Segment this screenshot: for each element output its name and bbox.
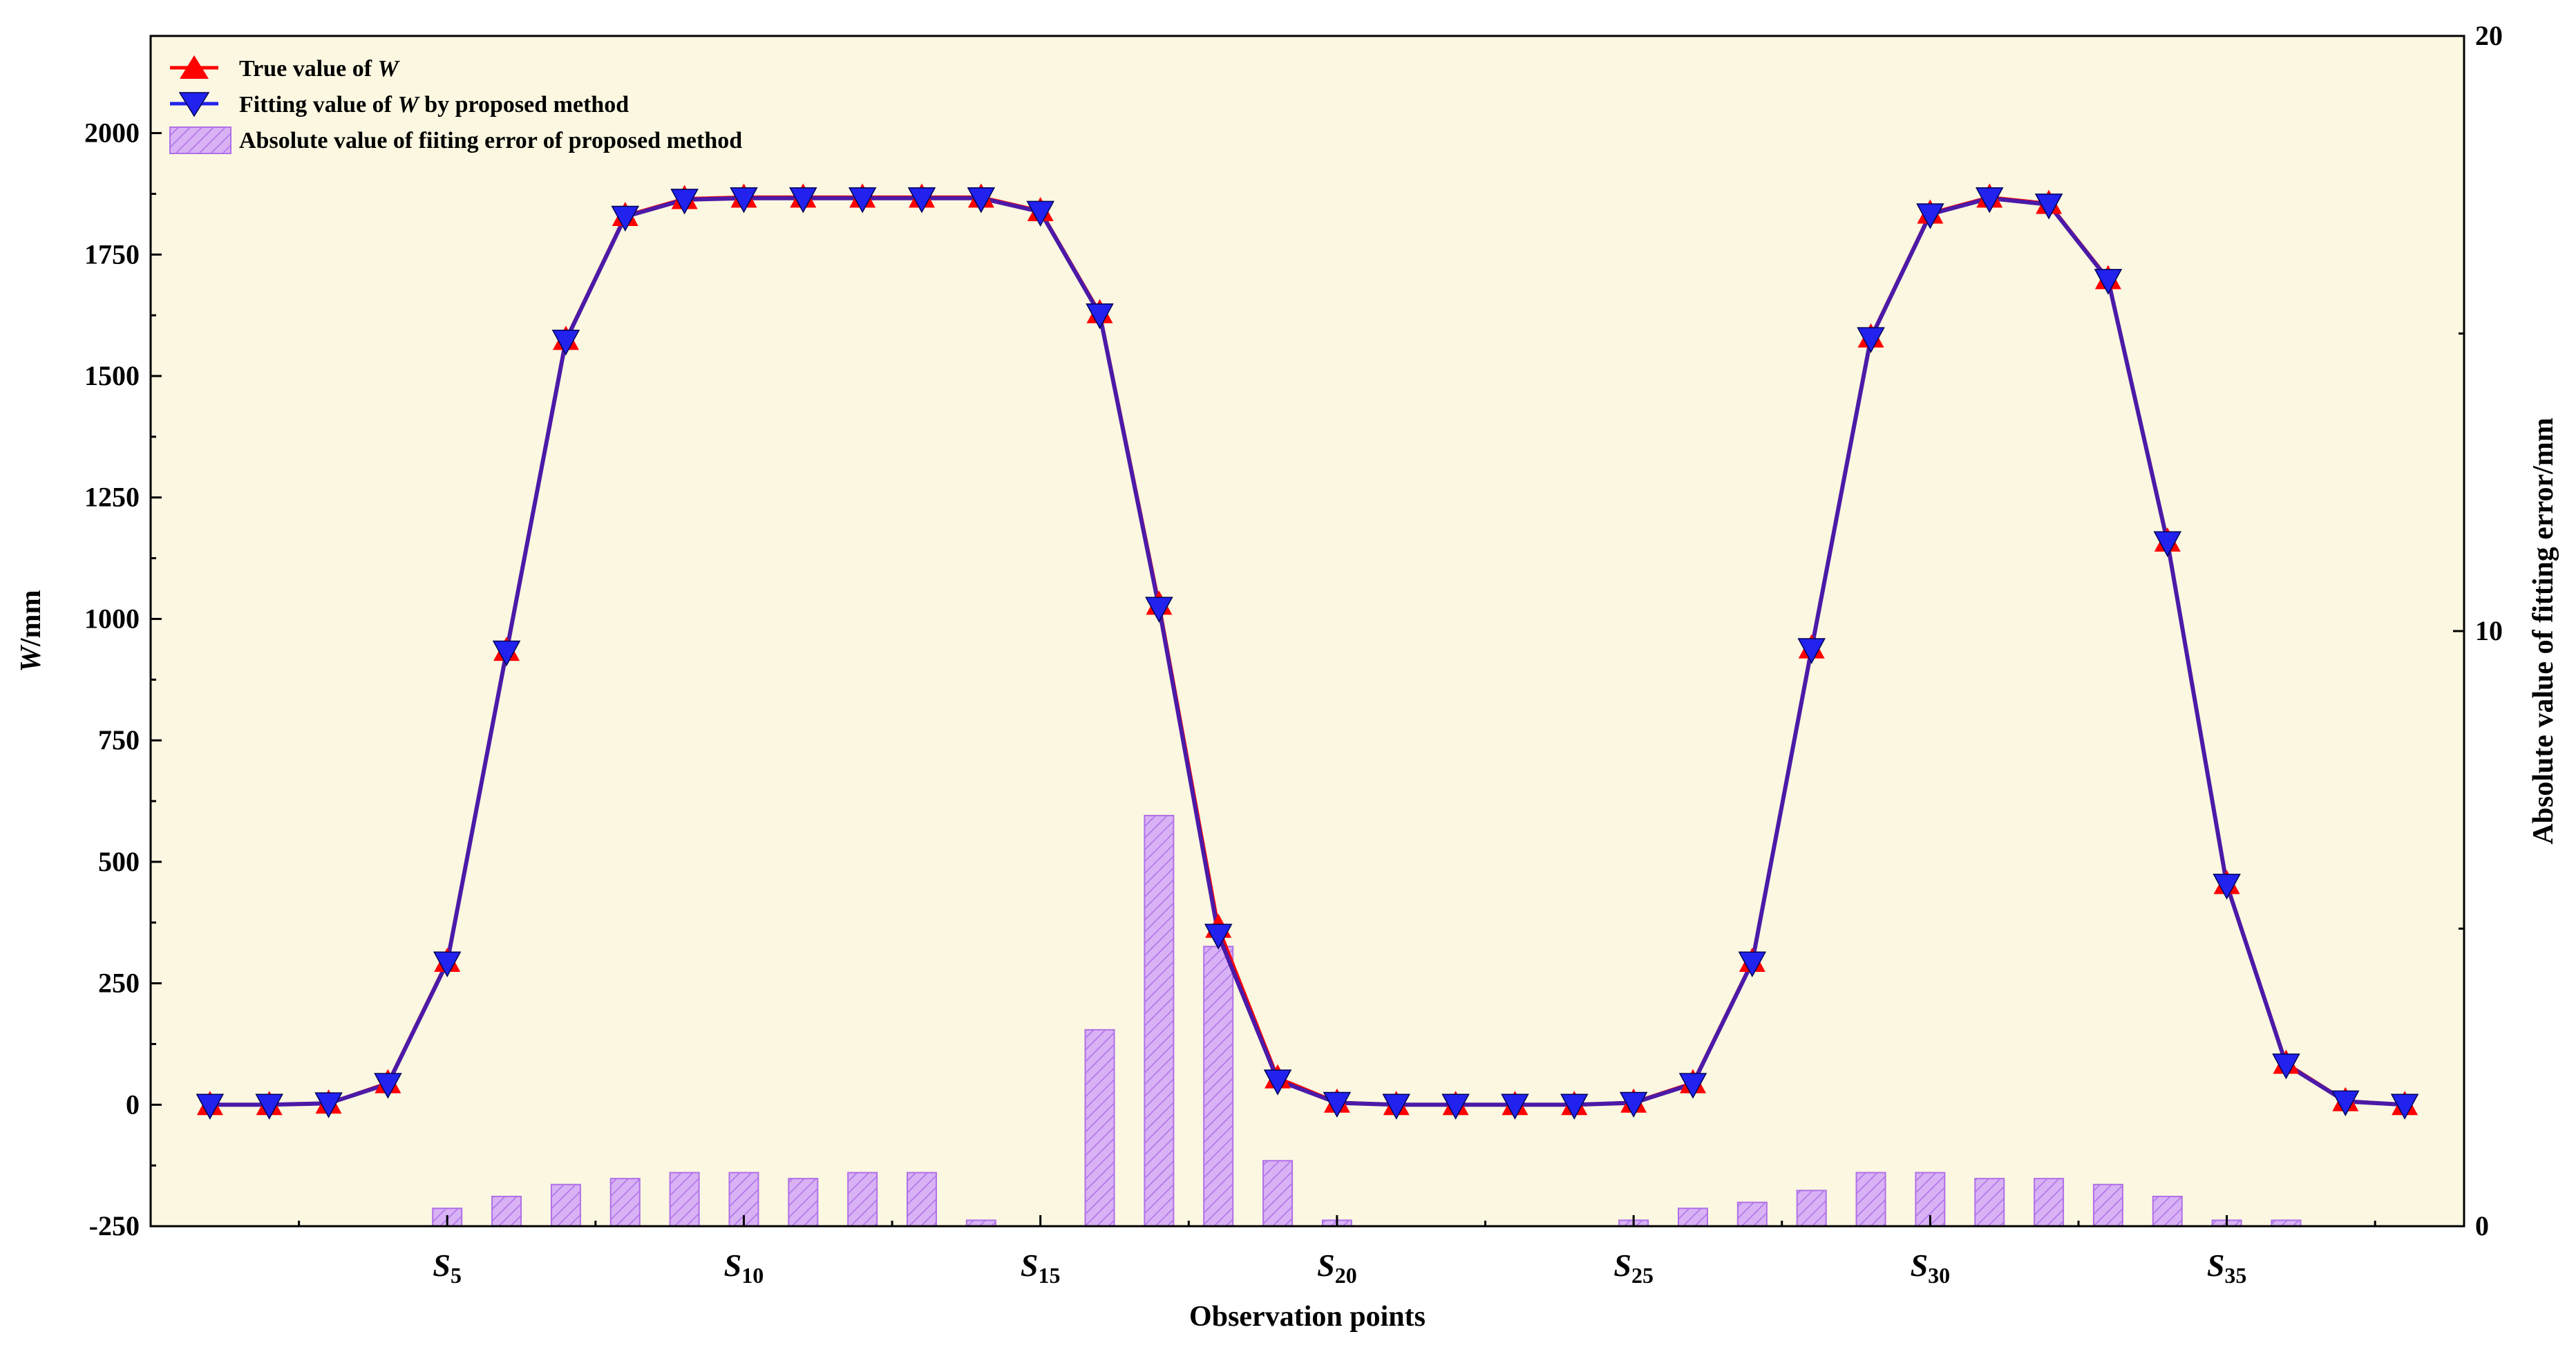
error-bar: [1974, 1178, 2005, 1227]
error-bar: [1084, 1029, 1115, 1227]
y-tick-label: 1750: [84, 238, 140, 270]
y2-tick-label: 10: [2475, 615, 2503, 646]
fitting-value-marker: [196, 1093, 225, 1120]
series-markers: [196, 183, 2419, 1120]
legend-marker-fit: [178, 92, 210, 118]
error-bar: [907, 1172, 937, 1228]
fitting-value-marker: [967, 187, 996, 214]
error-bar: [2092, 1183, 2123, 1227]
fitting-value-marker: [2331, 1090, 2360, 1116]
y-tick-label: 0: [126, 1089, 140, 1120]
fitting-value-marker: [730, 187, 758, 214]
x-tick-label: S15: [1021, 1248, 1061, 1288]
error-bar: [609, 1178, 641, 1227]
fitting-value-marker: [1204, 923, 1233, 950]
fitting-value-marker: [2094, 269, 2123, 295]
error-bars: [432, 814, 2302, 1228]
fitting-value-marker: [551, 329, 580, 356]
error-bar: [2152, 1195, 2183, 1227]
fitting-value-marker: [1026, 200, 1054, 227]
legend-text-error: Absolute value of fiiting error of propo…: [239, 128, 742, 153]
x-tick-label: S30: [1911, 1248, 1951, 1288]
fitting-value-marker: [314, 1092, 343, 1118]
error-bar: [847, 1172, 878, 1228]
fitting-value-marker: [1560, 1093, 1589, 1120]
error-bar: [788, 1178, 819, 1227]
fitting-value-marker: [2390, 1093, 2419, 1120]
fitting-value-marker: [1323, 1091, 1352, 1118]
x-tick-label: S20: [1317, 1248, 1357, 1288]
fitting-value-marker: [433, 951, 462, 977]
fitting-value-marker: [1145, 597, 1173, 623]
error-bar: [1736, 1201, 1768, 1228]
fitting-value-marker: [2272, 1053, 2300, 1080]
fitting-value-marker: [789, 187, 817, 214]
y2-tick-label: 20: [2475, 20, 2503, 51]
fitting-value-marker: [1678, 1073, 1707, 1099]
fitting-value-marker: [611, 205, 640, 232]
x-tick-label: S25: [1613, 1248, 1654, 1288]
legend-text-fit: Fitting value of W by proposed method: [239, 92, 629, 118]
y2-tick-label: 0: [2475, 1210, 2489, 1241]
fitting-value-marker: [1263, 1069, 1292, 1096]
y-tick-label: -250: [89, 1210, 140, 1241]
y-tick-label: 250: [98, 968, 140, 999]
x-tick-label: S10: [724, 1248, 764, 1288]
error-bar: [2034, 1178, 2065, 1227]
y-tick-label: 1000: [84, 603, 140, 634]
fitting-value-marker: [1797, 638, 1826, 664]
error-bar: [1262, 1160, 1294, 1228]
legend: True value of W Fitting value of W by pr…: [169, 55, 742, 154]
fitting-value-line: [209, 196, 2405, 1107]
fitting-value-marker: [255, 1093, 283, 1120]
legend-bar-swatch: [169, 126, 231, 154]
error-bar: [1203, 946, 1234, 1227]
x-axis-title: Observation points: [1189, 1301, 1426, 1333]
fitting-value-marker: [1619, 1091, 1648, 1118]
fitting-value-marker: [1738, 951, 1767, 977]
fitting-value-marker: [1441, 1093, 1470, 1120]
plot-area: [151, 36, 2464, 1226]
fitting-value-marker: [492, 640, 521, 667]
error-bar: [669, 1172, 700, 1228]
fitting-value-marker: [1501, 1093, 1529, 1120]
y2-axis-title: Absolute value of fitting error/mm: [2528, 417, 2559, 844]
fitting-value-marker: [907, 187, 936, 214]
y2-axis-ticks: 0 10 20: [2453, 20, 2503, 1241]
fitting-value-marker: [374, 1073, 402, 1099]
series-lines: [209, 195, 2405, 1107]
y-axis-title: W/mm: [15, 590, 47, 672]
error-bar: [1678, 1208, 1708, 1228]
y-axis-ticks: -250 0 250 500 750 1000 1250 1500 1750 2000: [84, 118, 162, 1241]
x-tick-label: S35: [2207, 1248, 2247, 1288]
fitting-value-marker: [1975, 187, 2004, 214]
y-tick-label: 500: [98, 846, 140, 877]
fitting-value-marker: [1857, 327, 1885, 353]
fitting-value-marker: [2034, 194, 2063, 220]
y-tick-label: 2000: [84, 118, 140, 149]
fitting-value-marker: [2213, 874, 2241, 900]
fitting-value-marker: [1086, 303, 1114, 330]
legend-text-true: True value of W: [239, 56, 401, 82]
fitting-value-marker: [670, 189, 699, 215]
fitting-value-marker: [848, 187, 877, 214]
x-tick-label: S5: [433, 1248, 462, 1288]
y-tick-label: 750: [98, 724, 140, 755]
fitting-value-marker: [2153, 531, 2182, 557]
fitting-value-marker: [1382, 1093, 1411, 1120]
legend-marker-true: [180, 55, 209, 79]
error-bar: [550, 1183, 581, 1227]
error-bar: [491, 1195, 522, 1227]
error-bar: [1796, 1190, 1827, 1227]
error-bar: [1855, 1172, 1886, 1228]
y-tick-label: 1250: [84, 482, 140, 513]
y-tick-label: 1500: [84, 360, 140, 391]
x-axis-ticks: S5 S10 S15 S20 S25 S30 S35: [298, 1215, 2376, 1288]
fitting-value-marker: [1916, 203, 1944, 229]
error-bar: [1144, 814, 1175, 1228]
